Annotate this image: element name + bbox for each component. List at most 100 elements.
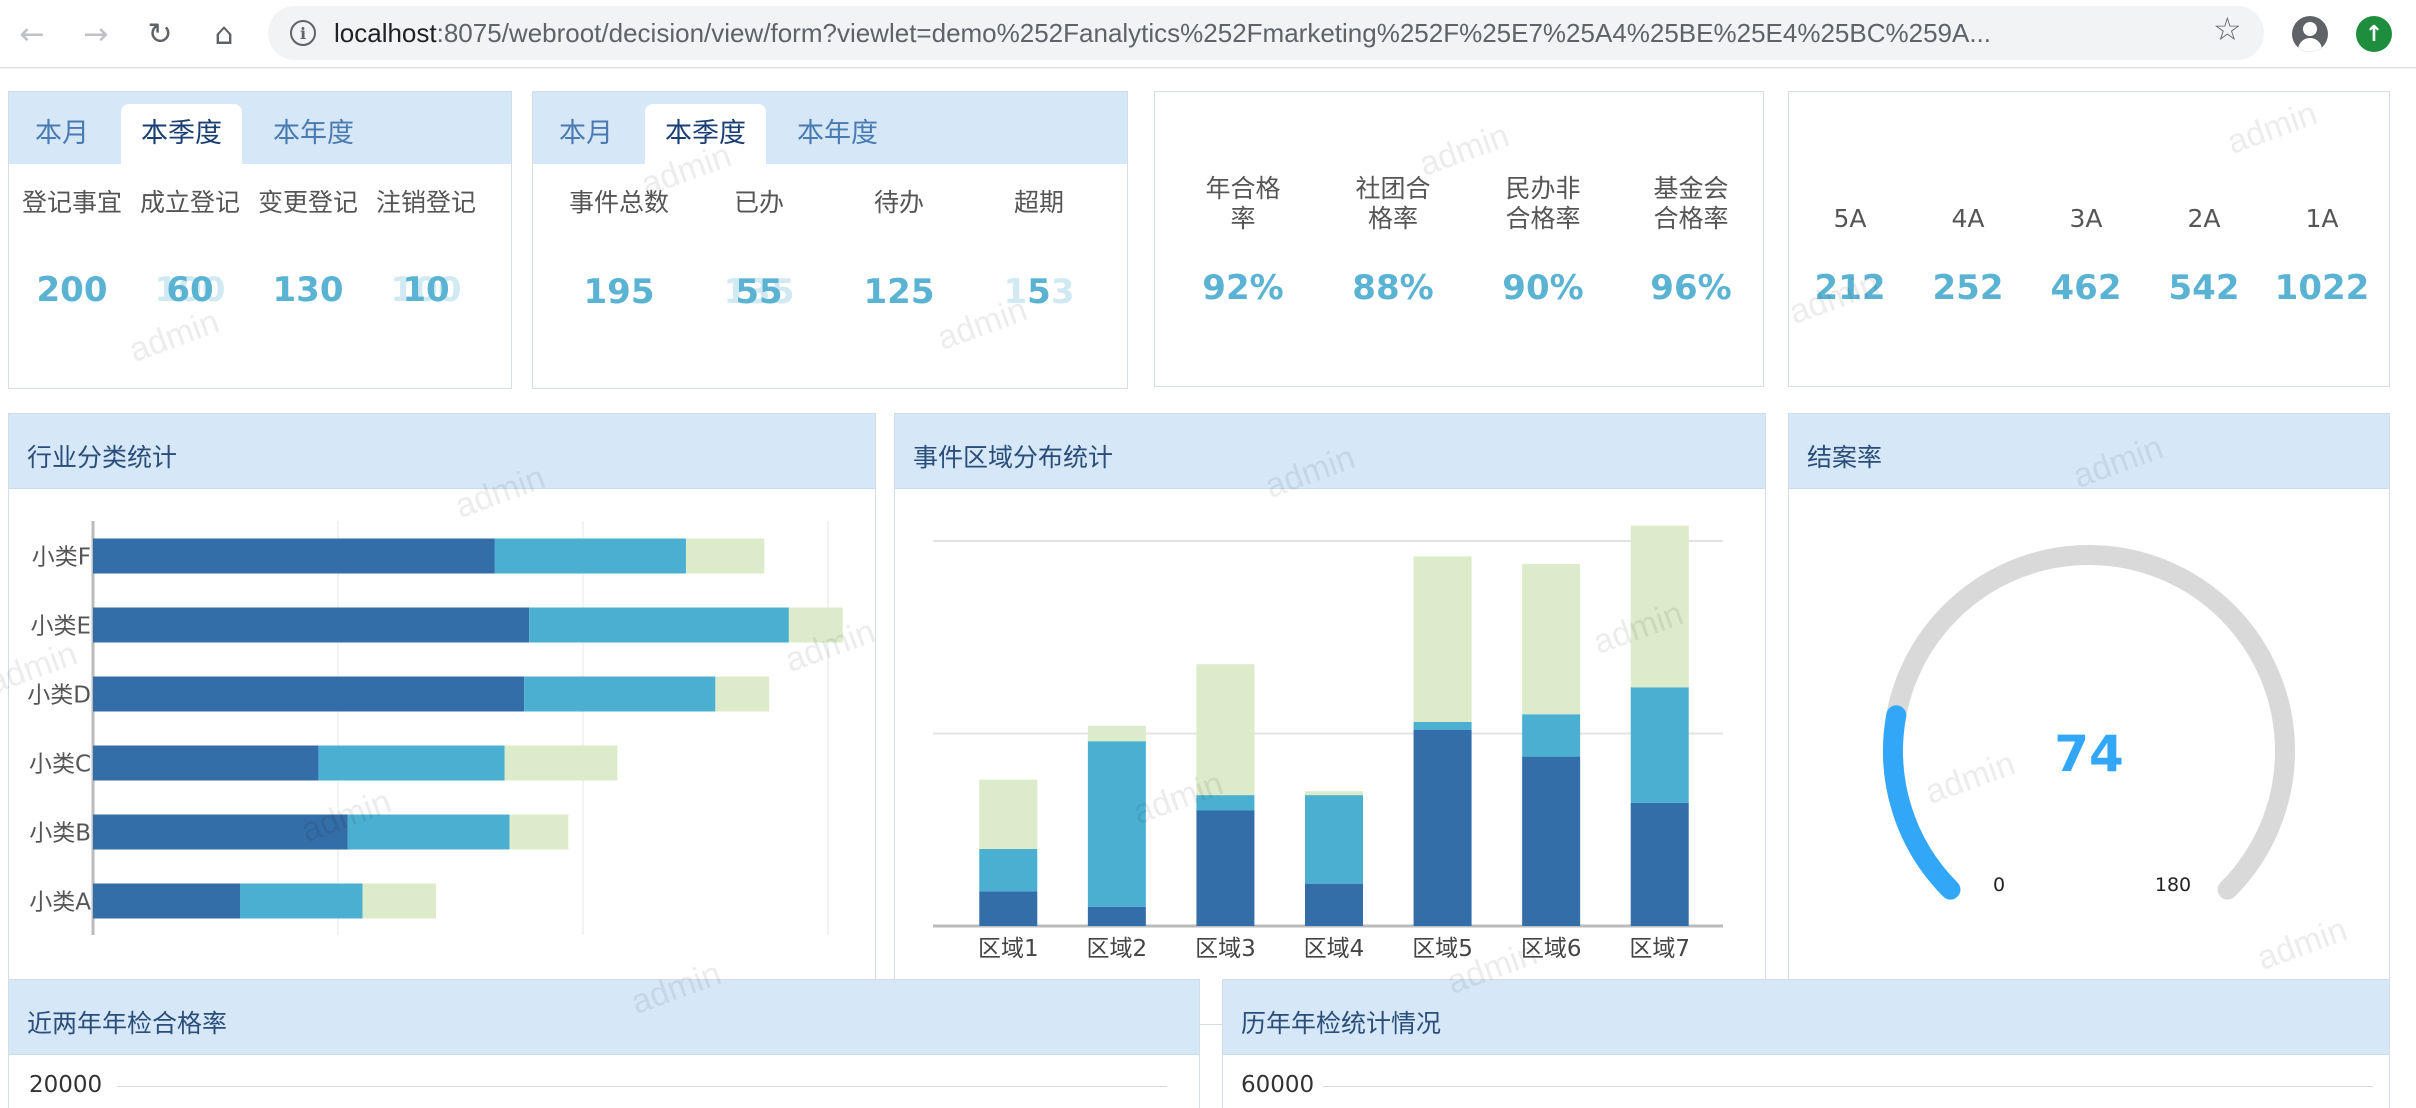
kpi-label: 注销登记 — [375, 188, 476, 217]
tab-month[interactable]: 本月 — [559, 118, 613, 149]
site-info-icon[interactable]: i — [290, 20, 316, 46]
annual-inspection-rate-panel: 近两年年检合格率 20000 — [8, 979, 1200, 1108]
panel-header: 近两年年检合格率 — [9, 980, 1199, 1055]
kpi-label: 1A — [2305, 204, 2339, 233]
kpi-value: 60 — [166, 270, 214, 310]
bar-segment — [93, 745, 319, 781]
bar-segment — [362, 883, 437, 919]
registration-tabbar: 本月 本季度 本年度 — [9, 92, 511, 164]
kpi-value: 252 — [1932, 268, 2004, 308]
kpi-label: 3A — [2069, 204, 2103, 233]
rating-card: 5A 4A 3A 2A 1A 212 252 462 542 1022 — [1788, 91, 2390, 387]
kpi-label: 社团合 格率 — [1325, 174, 1461, 234]
kpi-value: 55 — [735, 272, 783, 312]
panel-header: 历年年检统计情况 — [1223, 980, 2389, 1055]
panel-header: 事件区域分布统计 — [895, 414, 1765, 489]
bar-segment — [685, 538, 765, 574]
y-axis-tick-label: 60000 — [1241, 1072, 1315, 1098]
kpi-value: 10 — [402, 270, 450, 310]
pass-rate-card: 年合格率 社团合 格率 民办非 合格率 基金会 合格率 92% 88% 90% 96% — [1154, 91, 1764, 387]
tab-year[interactable]: 本年度 — [273, 118, 354, 149]
bar-segment — [1305, 795, 1363, 884]
region-panel: 事件区域分布统计 区域1 区域2 区域3 区域4 区域5 区域6 区域7 — [894, 413, 1766, 1025]
kpi-value: 195 — [583, 272, 655, 312]
address-bar[interactable]: i localhost:8075/webroot/decision/view/f… — [268, 6, 2264, 60]
category-label: 区域7 — [1629, 936, 1690, 962]
panel-title: 结案率 — [1807, 443, 1883, 472]
tab-year[interactable]: 本年度 — [797, 118, 878, 149]
gauge-min-label: 0 — [1993, 874, 2005, 896]
bar-segment — [93, 676, 525, 712]
kpi-value: 130 — [272, 270, 344, 310]
bar-segment — [1630, 802, 1689, 926]
category-label: 小类D — [27, 683, 91, 709]
bar-segment — [1305, 883, 1363, 926]
bar-segment — [1087, 906, 1146, 926]
bar-segment — [494, 538, 686, 574]
category-label: 小类C — [29, 752, 91, 778]
kpi-value: 90% — [1502, 268, 1584, 308]
gauge-value-label: 74 — [2054, 725, 2124, 783]
back-arrow-icon[interactable]: ← — [19, 16, 45, 52]
kpi-label-line: 率 — [1230, 204, 1256, 233]
reload-icon[interactable]: ↻ — [147, 16, 173, 52]
bar-segment — [1522, 714, 1581, 757]
kpi-ghost-value: 100 — [154, 270, 226, 310]
category-label: 区域6 — [1521, 936, 1582, 962]
kpi-label: 事件总数 — [568, 188, 669, 217]
gauge-max-label: 180 — [2155, 874, 2191, 896]
category-label: 小类B — [29, 821, 91, 847]
kpi-ghost-value: 153 — [1003, 272, 1075, 312]
kpi-value: 542 — [2168, 268, 2240, 308]
gauge-value-arc — [1883, 705, 1961, 900]
kpi-label: 年合格率 — [1175, 174, 1311, 234]
kpi-label-line: 基金会 — [1653, 174, 1729, 203]
tab-quarter[interactable]: 本季度 — [121, 104, 242, 164]
home-icon[interactable]: ⌂ — [214, 16, 234, 52]
bar-segment — [1196, 795, 1255, 811]
url-host: localhost — [334, 18, 437, 48]
kpi-value: 200 — [36, 270, 108, 310]
bar-segment — [1630, 687, 1689, 803]
kpi-value: 125 — [863, 272, 935, 312]
kpi-value: 92% — [1202, 268, 1284, 308]
update-arrow-icon[interactable]: ↑ — [2356, 16, 2392, 52]
panel-header: 行业分类统计 — [9, 414, 875, 489]
category-label: 小类E — [30, 614, 91, 640]
bar-segment — [1087, 725, 1146, 742]
bar-segment — [93, 883, 241, 919]
kpi-label-line: 社团合 — [1355, 174, 1431, 203]
y-axis-tick-label: 20000 — [29, 1072, 103, 1098]
kpi-label: 2A — [2187, 204, 2221, 233]
panel-title: 行业分类统计 — [27, 443, 178, 472]
bar-segment — [504, 745, 618, 781]
tab-quarter[interactable]: 本季度 — [645, 104, 766, 164]
gauge-track — [1883, 545, 2295, 900]
kpi-label: 变更登记 — [257, 188, 358, 217]
kpi-label: 4A — [1951, 204, 1985, 233]
registration-card: 本月 本季度 本年度 登记事宜 成立登记 变更登记 注销登记 200 100 1… — [8, 91, 512, 389]
category-label: 区域1 — [978, 936, 1039, 962]
panel-title: 事件区域分布统计 — [913, 443, 1114, 472]
tab-month[interactable]: 本月 — [35, 118, 89, 149]
bookmark-star-icon[interactable]: ☆ — [2213, 10, 2242, 48]
panel-title: 历年年检统计情况 — [1241, 1009, 1442, 1038]
category-label: 小类F — [32, 545, 91, 571]
kpi-label: 民办非 合格率 — [1475, 174, 1611, 234]
kpi-label: 5A — [1833, 204, 1867, 233]
kpi-label-line: 合格率 — [1653, 204, 1729, 233]
kpi-label-line: 合格率 — [1505, 204, 1581, 233]
bar-segment — [979, 891, 1038, 926]
bar-segment — [1413, 721, 1472, 730]
url-text[interactable]: localhost:8075/webroot/decision/view/for… — [334, 18, 2234, 49]
browser-toolbar: ← → ↻ ⌂ i localhost:8075/webroot/decisio… — [0, 0, 2416, 68]
kpi-ghost-value: 200 — [36, 270, 108, 310]
bar-segment — [240, 883, 363, 919]
industry-bar-chart: 小类F 小类E 小类D 小类C 小类B 小类A — [27, 521, 843, 935]
profile-avatar-icon[interactable] — [2292, 16, 2328, 52]
bar-segment — [93, 814, 348, 850]
forward-arrow-icon[interactable]: → — [83, 16, 109, 52]
kpi-label: 已办 — [733, 188, 784, 217]
bar-segment — [529, 607, 789, 643]
bar-segment — [1305, 791, 1363, 796]
